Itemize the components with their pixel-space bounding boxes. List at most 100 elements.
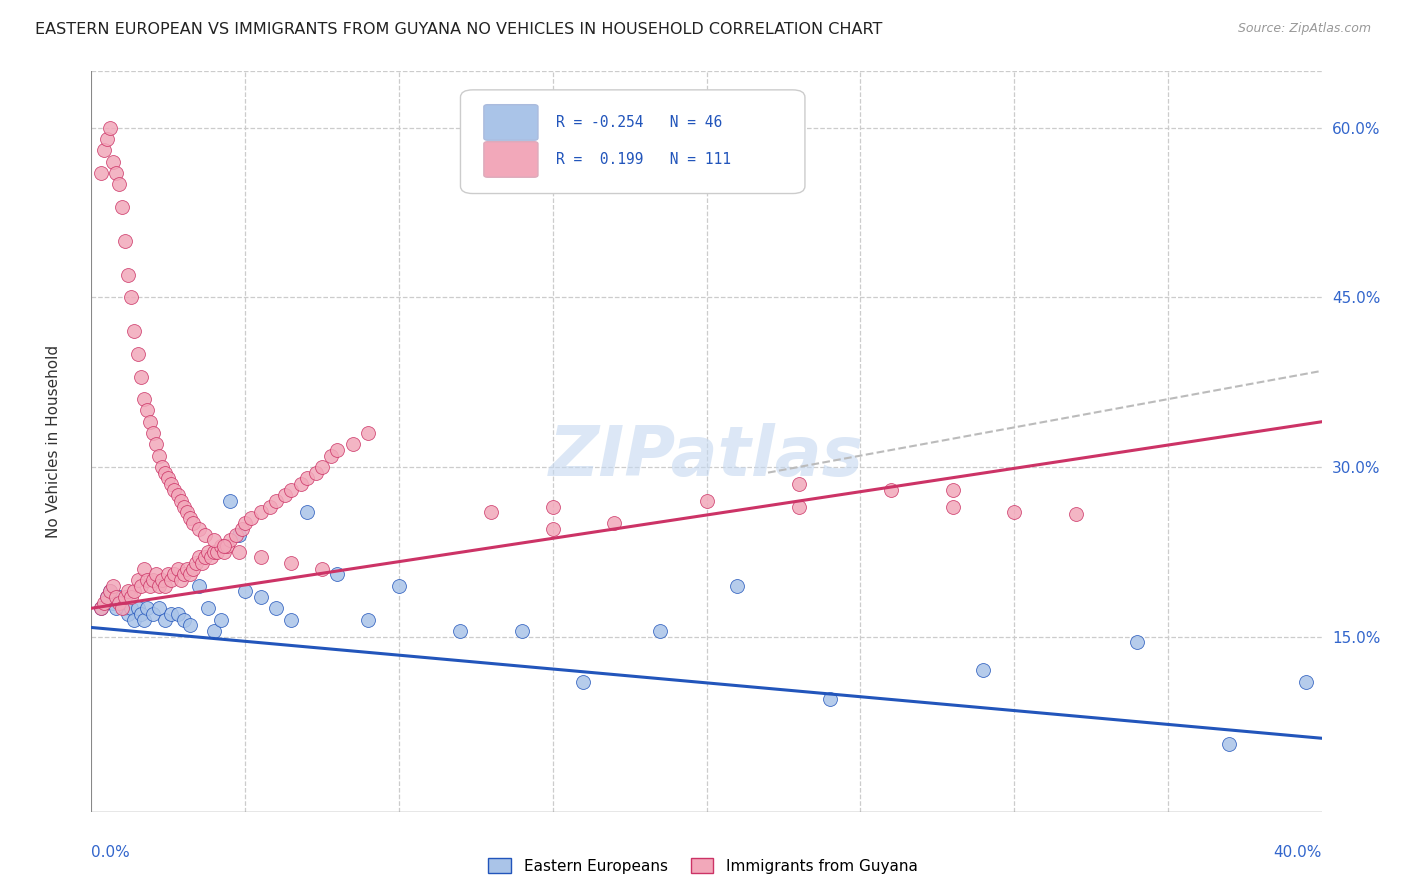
Point bbox=[117, 607, 139, 621]
Point bbox=[290, 477, 312, 491]
Point bbox=[160, 477, 183, 491]
Text: 40.0%: 40.0% bbox=[1274, 845, 1322, 860]
Point bbox=[194, 550, 217, 565]
Point bbox=[139, 415, 162, 429]
Point bbox=[179, 618, 201, 632]
Point bbox=[228, 528, 250, 542]
Point bbox=[228, 545, 250, 559]
Point bbox=[153, 466, 177, 480]
Point bbox=[202, 545, 225, 559]
Point bbox=[176, 505, 198, 519]
Point bbox=[541, 522, 564, 536]
Point bbox=[202, 624, 225, 638]
Point bbox=[202, 533, 225, 548]
Point bbox=[114, 590, 136, 604]
Point bbox=[124, 613, 146, 627]
Point bbox=[111, 200, 134, 214]
Point bbox=[264, 601, 287, 615]
Point bbox=[479, 505, 502, 519]
Point bbox=[207, 545, 229, 559]
Point bbox=[160, 573, 183, 587]
Point bbox=[787, 477, 810, 491]
Text: ZIPatlas: ZIPatlas bbox=[548, 423, 865, 490]
Point bbox=[510, 624, 533, 638]
Point bbox=[98, 584, 121, 599]
Point bbox=[127, 601, 149, 615]
Point bbox=[105, 590, 127, 604]
Point bbox=[218, 494, 240, 508]
Text: 0.0%: 0.0% bbox=[91, 845, 131, 860]
Point bbox=[90, 166, 112, 180]
Point bbox=[124, 324, 146, 338]
Point bbox=[117, 584, 139, 599]
Point bbox=[153, 579, 177, 593]
Point bbox=[942, 500, 965, 514]
Point bbox=[98, 584, 121, 599]
Point bbox=[233, 516, 256, 531]
Point bbox=[166, 607, 188, 621]
Point bbox=[101, 154, 124, 169]
Point bbox=[150, 460, 173, 475]
Point bbox=[145, 437, 167, 451]
Point bbox=[240, 511, 263, 525]
Point bbox=[157, 471, 180, 485]
FancyBboxPatch shape bbox=[484, 104, 538, 140]
Point bbox=[101, 579, 124, 593]
Point bbox=[148, 601, 170, 615]
Text: R =  0.199   N = 111: R = 0.199 N = 111 bbox=[557, 152, 731, 167]
Point bbox=[142, 573, 165, 587]
Point bbox=[449, 624, 471, 638]
Point bbox=[160, 607, 183, 621]
Point bbox=[280, 483, 302, 497]
Point bbox=[166, 562, 188, 576]
Point bbox=[96, 590, 118, 604]
Point bbox=[108, 596, 131, 610]
Point bbox=[101, 596, 124, 610]
Point bbox=[90, 601, 112, 615]
Point bbox=[96, 590, 118, 604]
Point bbox=[212, 539, 235, 553]
Text: R = -0.254   N = 46: R = -0.254 N = 46 bbox=[557, 115, 723, 130]
Point bbox=[150, 573, 173, 587]
Point bbox=[295, 505, 318, 519]
Point bbox=[194, 528, 217, 542]
Point bbox=[129, 579, 152, 593]
Point bbox=[249, 505, 271, 519]
Point bbox=[215, 539, 238, 553]
Point bbox=[132, 613, 155, 627]
Text: Source: ZipAtlas.com: Source: ZipAtlas.com bbox=[1237, 22, 1371, 36]
Point bbox=[173, 500, 195, 514]
Point bbox=[127, 347, 149, 361]
Point bbox=[120, 290, 142, 304]
Point bbox=[280, 556, 302, 570]
Point bbox=[111, 596, 134, 610]
Point bbox=[114, 601, 136, 615]
Point bbox=[305, 466, 328, 480]
Point bbox=[127, 573, 149, 587]
Point bbox=[179, 511, 201, 525]
Point bbox=[1218, 737, 1240, 751]
Point bbox=[148, 449, 170, 463]
Point bbox=[212, 545, 235, 559]
Point bbox=[880, 483, 903, 497]
Point bbox=[169, 494, 191, 508]
Point bbox=[274, 488, 297, 502]
Point bbox=[105, 166, 127, 180]
Point bbox=[173, 613, 195, 627]
Point bbox=[108, 590, 131, 604]
Point bbox=[357, 613, 380, 627]
Point bbox=[93, 144, 115, 158]
Point bbox=[120, 590, 142, 604]
Point bbox=[166, 488, 188, 502]
Point bbox=[148, 579, 170, 593]
Point bbox=[197, 545, 219, 559]
Point bbox=[1126, 635, 1149, 649]
Point bbox=[129, 369, 152, 384]
Point bbox=[264, 494, 287, 508]
Point bbox=[98, 120, 121, 135]
Point bbox=[603, 516, 626, 531]
Point bbox=[111, 601, 134, 615]
Point bbox=[696, 494, 718, 508]
Text: No Vehicles in Household: No Vehicles in Household bbox=[45, 345, 60, 538]
Point bbox=[145, 567, 167, 582]
